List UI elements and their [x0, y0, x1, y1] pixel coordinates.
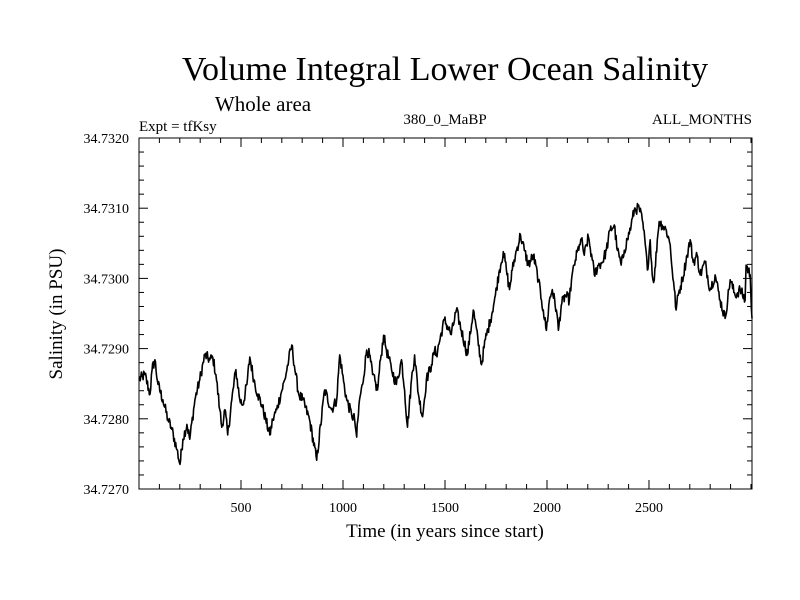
y-tick-label: 34.7280	[84, 413, 130, 428]
period-label: 380_0_MaBP	[403, 112, 486, 128]
y-tick-label: 34.7290	[84, 343, 130, 358]
plot-frame	[138, 137, 753, 490]
series-line-salinity	[138, 202, 753, 466]
y-tick-label: 34.7310	[84, 202, 130, 217]
x-tick-label: 1500	[431, 501, 459, 516]
chart-subtitle: Whole area	[215, 92, 312, 116]
x-axis-title: Time (in years since start)	[346, 521, 544, 542]
x-tick-label: 1000	[329, 501, 357, 516]
y-tick-label: 34.7270	[84, 483, 130, 498]
y-tick-labels: 34.7270 34.7280 34.7290 34.7300 34.7310 34.73…	[84, 132, 130, 498]
axis-ticks	[139, 138, 752, 489]
x-tick-label: 2500	[635, 501, 663, 516]
experiment-label: Expt = tfKsy	[139, 119, 217, 135]
chart-title: Volume Integral Lower Ocean Salinity	[182, 51, 708, 88]
x-tick-label: 500	[230, 501, 251, 516]
x-tick-labels: 500 1000 1500 2000 2500	[230, 501, 662, 516]
y-tick-label: 34.7300	[84, 272, 130, 287]
y-tick-label: 34.7320	[84, 132, 130, 147]
y-axis-title: Salinity (in PSU)	[46, 249, 67, 380]
months-label: ALL_MONTHS	[652, 112, 752, 128]
x-tick-label: 2000	[533, 501, 561, 516]
